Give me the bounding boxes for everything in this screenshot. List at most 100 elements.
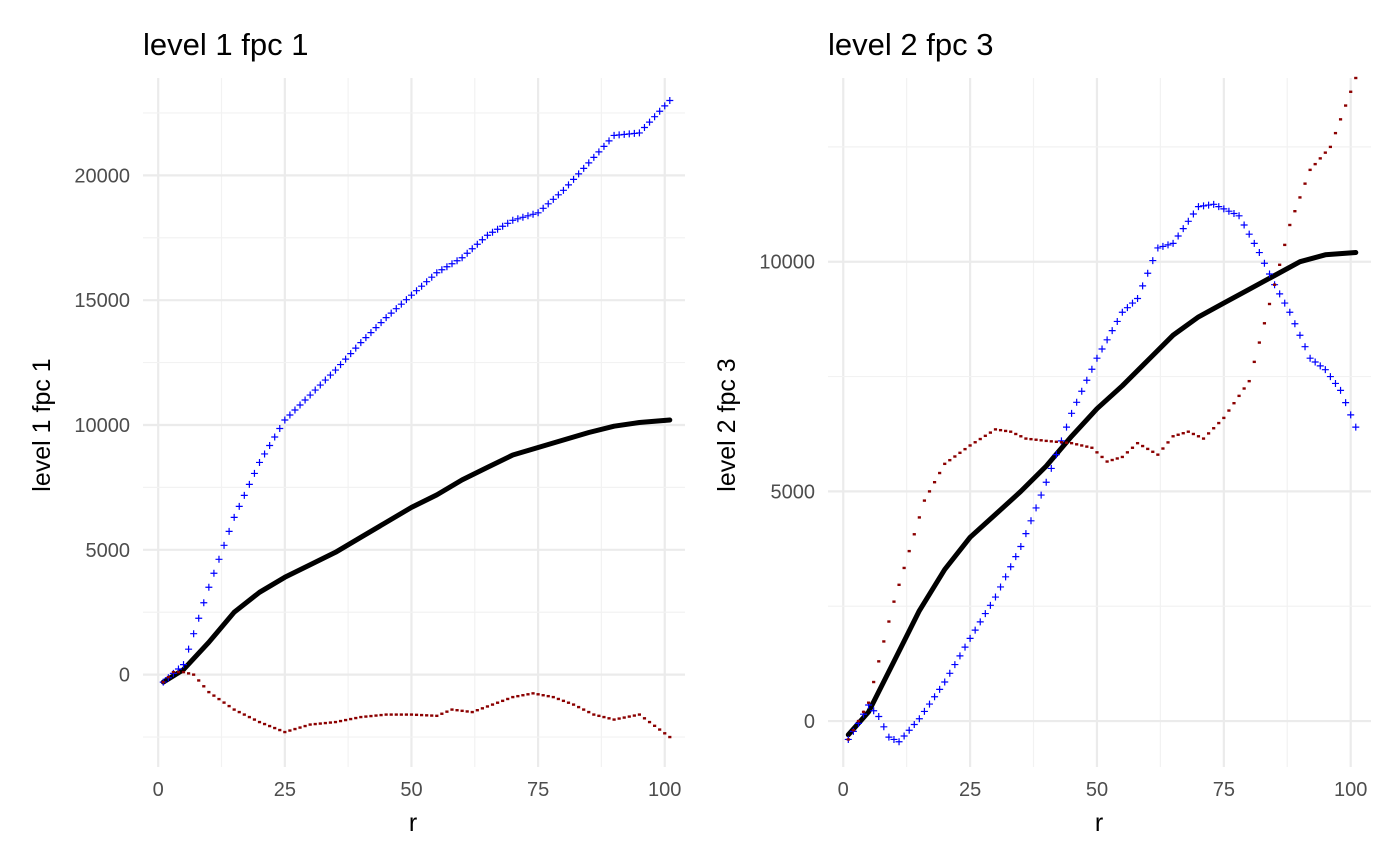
smooth-line-right xyxy=(845,250,1359,738)
plus-point xyxy=(494,225,502,233)
plus-point xyxy=(337,361,345,369)
plus-point xyxy=(301,396,309,404)
plus-point xyxy=(428,273,436,281)
plus-point xyxy=(1194,203,1202,211)
plus-point xyxy=(1306,354,1314,362)
plus-point xyxy=(291,406,299,414)
y-tick-label: 10000 xyxy=(74,415,130,437)
red-dash-series-left xyxy=(161,670,672,739)
plus-point xyxy=(1007,563,1015,571)
plus-point xyxy=(1179,225,1187,233)
plus-point xyxy=(1337,386,1345,394)
plus-point xyxy=(1331,379,1339,387)
plus-point xyxy=(362,334,370,342)
plus-point xyxy=(656,107,664,115)
plus-point xyxy=(1352,423,1360,431)
plus-point xyxy=(895,738,903,746)
plus-point xyxy=(468,245,476,253)
grid-right xyxy=(828,78,1371,767)
plus-point xyxy=(195,614,203,622)
plus-point xyxy=(1032,504,1040,512)
plus-point xyxy=(661,102,669,110)
y-tick-label: 0 xyxy=(804,711,815,733)
plus-point xyxy=(1098,345,1106,353)
y-axis-title-right: level 2 fpc 3 xyxy=(713,358,741,491)
smooth-line-left xyxy=(160,417,673,685)
plus-point xyxy=(875,712,883,720)
plus-point xyxy=(504,219,512,227)
plus-point xyxy=(1260,259,1268,267)
plus-point xyxy=(651,113,659,121)
plus-point xyxy=(1144,269,1152,277)
plus-point xyxy=(915,715,923,723)
plus-point xyxy=(1093,354,1101,362)
plus-point xyxy=(1012,553,1020,561)
plus-point xyxy=(1073,398,1081,406)
plus-point xyxy=(286,411,294,419)
x-tick-label: 25 xyxy=(959,779,981,801)
plus-point xyxy=(1047,464,1055,472)
plus-point xyxy=(605,137,613,145)
plus-point xyxy=(1068,409,1076,417)
red-dash-series-right xyxy=(846,76,1358,741)
plus-point xyxy=(210,569,218,577)
plus-point xyxy=(402,296,410,304)
plus-point xyxy=(1255,249,1263,257)
plus-point xyxy=(372,324,380,332)
plus-point xyxy=(534,209,542,217)
plus-point xyxy=(1189,210,1197,218)
plus-point xyxy=(1225,207,1233,215)
plus-point xyxy=(331,366,339,374)
plus-point xyxy=(539,204,547,212)
plus-point xyxy=(1326,373,1334,381)
plus-point xyxy=(316,381,324,389)
x-tick-label: 50 xyxy=(1086,779,1108,801)
plus-point xyxy=(230,513,238,521)
blue-plus-series-right xyxy=(844,200,1360,746)
plus-point xyxy=(397,300,405,308)
plus-point xyxy=(1134,294,1142,302)
plus-point xyxy=(483,231,491,239)
plus-point xyxy=(220,541,228,549)
x-tick-label: 75 xyxy=(1213,779,1235,801)
plus-point xyxy=(1123,304,1131,312)
plus-point xyxy=(1184,217,1192,225)
plus-point xyxy=(1159,242,1167,250)
plus-point xyxy=(885,733,893,741)
plus-point xyxy=(225,527,233,535)
plus-point xyxy=(910,721,918,729)
plus-point xyxy=(991,593,999,601)
plus-point xyxy=(1286,308,1294,316)
plus-point xyxy=(559,186,567,194)
plus-point xyxy=(519,213,527,221)
y-axis-title-left: level 1 fpc 1 xyxy=(28,358,56,491)
plus-point xyxy=(905,726,913,734)
plus-point xyxy=(976,618,984,626)
plus-point xyxy=(1291,320,1299,328)
plus-point xyxy=(1002,573,1010,581)
plus-point xyxy=(367,329,375,337)
plus-point xyxy=(245,480,253,488)
x-axis-title-right: r xyxy=(1095,809,1103,837)
plus-point xyxy=(215,555,223,563)
plus-point xyxy=(463,249,471,257)
plus-point xyxy=(890,735,898,743)
x-tick-label: 100 xyxy=(648,779,681,801)
plus-point xyxy=(570,175,578,183)
plus-point xyxy=(1149,257,1157,265)
blue-plus-series-left xyxy=(159,96,674,686)
y-tick-label: 5000 xyxy=(86,540,131,562)
plus-point xyxy=(946,669,954,677)
plus-point xyxy=(1103,336,1111,344)
plus-point xyxy=(1266,270,1273,278)
plus-point xyxy=(931,693,939,701)
plus-point xyxy=(407,291,415,299)
plus-point xyxy=(382,314,390,322)
x-tick-label: 0 xyxy=(153,779,164,801)
plus-point xyxy=(1017,543,1025,551)
plus-point xyxy=(936,685,944,693)
plus-point xyxy=(1108,327,1116,335)
plus-point xyxy=(554,191,562,199)
plus-point xyxy=(956,652,964,660)
